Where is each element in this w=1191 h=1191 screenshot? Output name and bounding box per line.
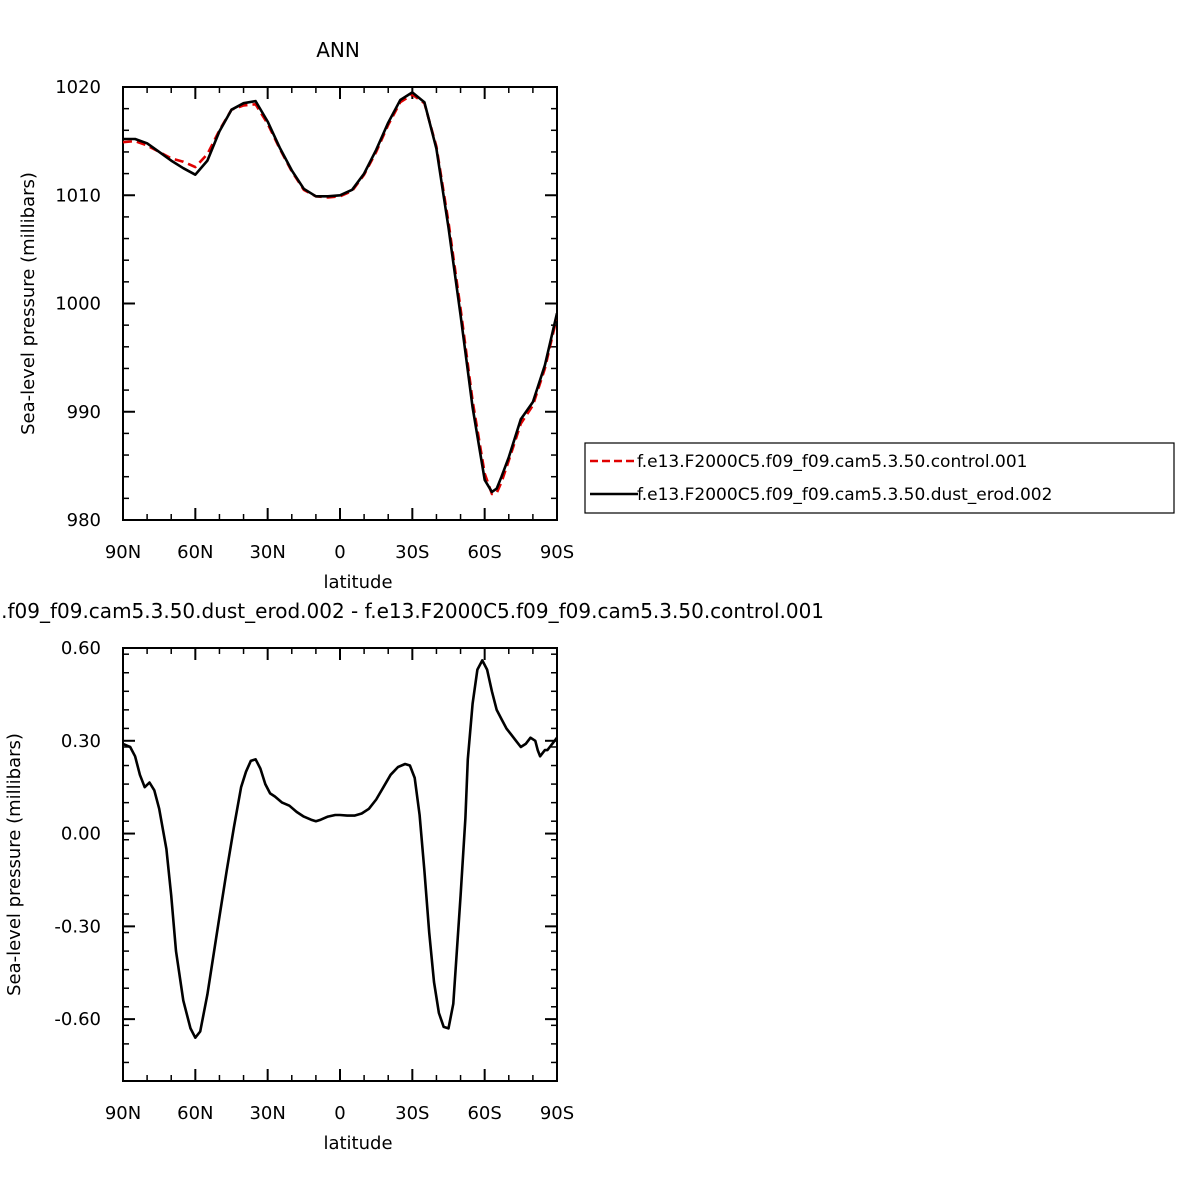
bottom-y-axis-label: Sea-level pressure (millibars) [4, 733, 25, 996]
bottom-chart-title: f.e13.F2000C5.f09_f09.cam5.3.50.dust_ero… [0, 599, 824, 623]
series-difference-line [123, 659, 557, 1039]
y-tick-label: 1000 [55, 294, 101, 315]
y-tick-label: -0.30 [54, 916, 101, 937]
legend-entry-dust-erod: f.e13.F2000C5.f09_f09.cam5.3.50.dust_ero… [637, 485, 1052, 505]
x-tick-label: 90S [540, 542, 574, 563]
y-tick-label: 990 [67, 402, 101, 423]
x-tick-label: 30N [249, 542, 285, 563]
series-dust-erod-line [123, 91, 557, 494]
top-y-axis-label: Sea-level pressure (millibars) [18, 172, 39, 435]
x-tick-label: 90N [105, 1103, 141, 1124]
y-tick-label: 980 [67, 510, 101, 531]
y-tick-label: 0.00 [61, 824, 101, 845]
x-tick-label: 60N [177, 542, 213, 563]
bottom-x-axis-label: latitude [323, 1133, 392, 1154]
series-control-line [123, 93, 557, 496]
bottom-plot-area: 90N 60N 30N 0 30S 60S 90S -0.60 -0.30 0.00 0.30 0.6… [54, 638, 574, 1124]
x-tick-label: 90S [540, 1103, 574, 1124]
legend: f.e13.F2000C5.f09_f09.cam5.3.50.control.… [584, 442, 1175, 514]
x-tick-label: 60S [467, 542, 501, 563]
plot-frame [122, 86, 558, 521]
bottom-panel: f.e13.F2000C5.f09_f09.cam5.3.50.dust_ero… [0, 599, 824, 1154]
legend-entry-control: f.e13.F2000C5.f09_f09.cam5.3.50.control.… [637, 452, 1028, 472]
x-tick-label: 60N [177, 1103, 213, 1124]
x-tick-label: 30N [249, 1103, 285, 1124]
x-tick-label: 30S [395, 542, 429, 563]
top-x-axis-label: latitude [323, 572, 392, 593]
x-tick-label: 0 [334, 1103, 345, 1124]
x-tick-label: 0 [334, 542, 345, 563]
x-tick-label: 90N [105, 542, 141, 563]
top-panel: ANN 90N 60N 30N 0 30S 60S 90S 980 990 1000 1010 102… [18, 38, 574, 593]
y-tick-label: 1020 [55, 77, 101, 98]
x-tick-label: 60S [467, 1103, 501, 1124]
top-plot-area: 90N 60N 30N 0 30S 60S 90S 980 990 1000 1010 1020 [55, 77, 574, 563]
y-tick-label: -0.60 [54, 1009, 101, 1030]
y-tick-label: 0.30 [61, 731, 101, 752]
top-chart-title: ANN [316, 38, 360, 62]
y-tick-label: 0.60 [61, 638, 101, 659]
legend-box [584, 442, 1175, 514]
y-tick-label: 1010 [55, 185, 101, 206]
x-tick-label: 30S [395, 1103, 429, 1124]
